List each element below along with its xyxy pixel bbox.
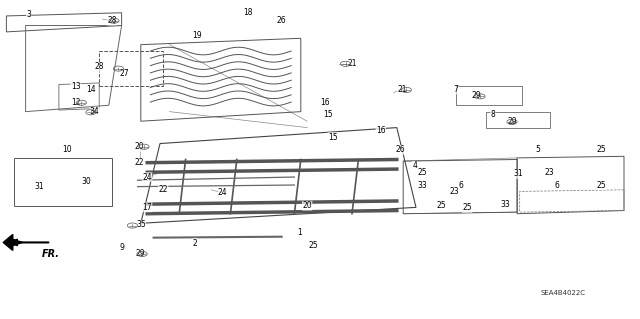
- Text: 25: 25: [417, 168, 428, 177]
- Text: 23: 23: [449, 187, 460, 196]
- Text: 21: 21: [397, 85, 406, 94]
- Text: 13: 13: [70, 82, 81, 91]
- Text: 25: 25: [596, 181, 607, 189]
- Text: SEA4B4022C: SEA4B4022C: [541, 290, 586, 296]
- Text: 25: 25: [436, 201, 447, 210]
- Text: 30: 30: [81, 177, 92, 186]
- Text: 31: 31: [35, 182, 45, 191]
- Text: 29: 29: [136, 249, 146, 258]
- Text: 29: 29: [507, 117, 517, 126]
- Text: 23: 23: [544, 168, 554, 177]
- Text: 4: 4: [412, 161, 417, 170]
- Text: 17: 17: [142, 203, 152, 212]
- Text: 26: 26: [395, 145, 405, 154]
- Text: 25: 25: [308, 241, 319, 250]
- Text: 5: 5: [535, 145, 540, 154]
- Text: 24: 24: [218, 189, 228, 197]
- Text: 7: 7: [453, 85, 458, 94]
- Text: 20: 20: [134, 142, 145, 151]
- Text: 28: 28: [108, 16, 116, 25]
- Text: 3: 3: [26, 10, 31, 19]
- Text: 24: 24: [142, 173, 152, 182]
- Text: 33: 33: [500, 200, 511, 209]
- Text: 10: 10: [62, 145, 72, 154]
- Polygon shape: [3, 234, 22, 250]
- Text: 2: 2: [193, 239, 198, 248]
- Text: 16: 16: [376, 126, 386, 135]
- Text: 35: 35: [136, 220, 146, 229]
- Text: 28: 28: [95, 63, 104, 71]
- Text: 8: 8: [490, 110, 495, 119]
- Text: 31: 31: [513, 169, 524, 178]
- Text: 18: 18: [244, 8, 253, 17]
- Text: 20: 20: [302, 201, 312, 210]
- Text: 29: 29: [472, 91, 482, 100]
- Text: 34: 34: [90, 107, 100, 116]
- Text: 22: 22: [159, 185, 168, 194]
- Text: 6: 6: [458, 181, 463, 190]
- Text: 14: 14: [86, 85, 96, 94]
- Text: 33: 33: [417, 181, 428, 190]
- Text: 16: 16: [320, 98, 330, 107]
- Text: 26: 26: [276, 16, 287, 25]
- Text: 12: 12: [71, 98, 80, 107]
- Text: 15: 15: [328, 133, 338, 142]
- Text: 27: 27: [120, 69, 130, 78]
- Text: 25: 25: [596, 145, 607, 154]
- Text: 21: 21: [348, 59, 356, 68]
- Text: 15: 15: [323, 110, 333, 119]
- Text: 22: 22: [135, 158, 144, 167]
- Text: 25: 25: [462, 204, 472, 212]
- Text: 19: 19: [192, 31, 202, 40]
- Text: 6: 6: [554, 181, 559, 189]
- Text: FR.: FR.: [42, 249, 60, 259]
- Text: 1: 1: [297, 228, 302, 237]
- Text: 9: 9: [119, 243, 124, 252]
